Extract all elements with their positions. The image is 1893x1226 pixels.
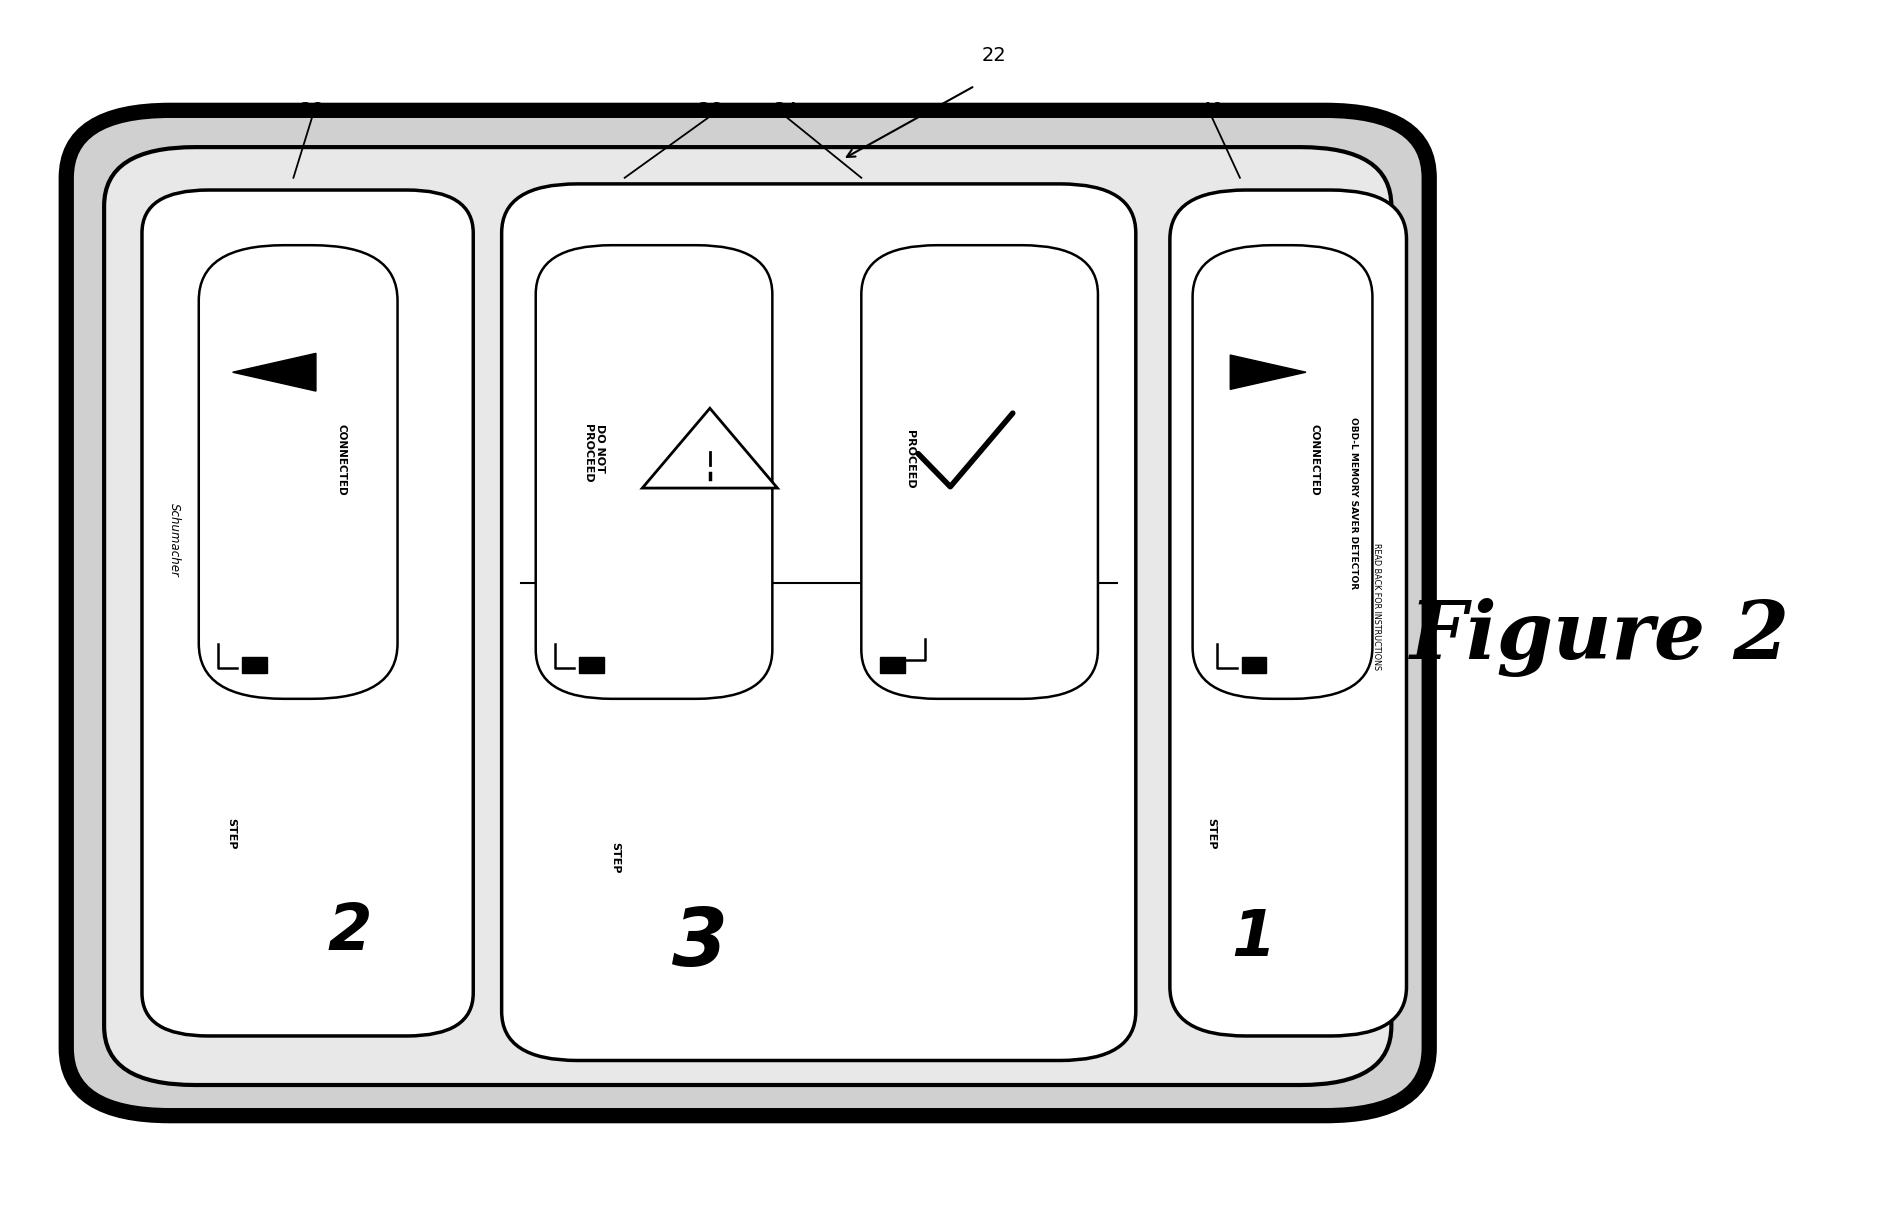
FancyBboxPatch shape bbox=[536, 245, 772, 699]
Text: 36: 36 bbox=[697, 101, 723, 120]
Text: 2: 2 bbox=[327, 901, 373, 962]
Bar bbox=[1242, 657, 1266, 673]
FancyBboxPatch shape bbox=[66, 110, 1429, 1116]
Text: CONNECTED: CONNECTED bbox=[337, 424, 346, 495]
Polygon shape bbox=[642, 408, 778, 488]
FancyBboxPatch shape bbox=[1193, 245, 1372, 699]
Text: 3: 3 bbox=[672, 905, 729, 983]
FancyBboxPatch shape bbox=[502, 184, 1136, 1060]
Text: 1: 1 bbox=[1230, 907, 1276, 969]
FancyBboxPatch shape bbox=[104, 147, 1391, 1085]
Text: Schumacher: Schumacher bbox=[168, 503, 180, 576]
FancyBboxPatch shape bbox=[1170, 190, 1406, 1036]
Text: 40: 40 bbox=[1198, 101, 1225, 120]
Text: 38: 38 bbox=[299, 101, 326, 120]
Text: STEP: STEP bbox=[610, 842, 621, 874]
Text: STEP: STEP bbox=[225, 818, 237, 850]
Text: DO NOT
PROCEED: DO NOT PROCEED bbox=[583, 424, 604, 483]
Text: PROCEED: PROCEED bbox=[905, 430, 914, 489]
Bar bbox=[579, 657, 604, 673]
Text: CONNECTED: CONNECTED bbox=[1310, 424, 1319, 495]
Text: 22: 22 bbox=[981, 45, 1007, 65]
Text: READ BACK FOR INSTRUCTIONS: READ BACK FOR INSTRUCTIONS bbox=[1372, 543, 1380, 671]
Text: 34: 34 bbox=[772, 101, 799, 120]
FancyBboxPatch shape bbox=[142, 190, 473, 1036]
Polygon shape bbox=[1230, 356, 1306, 390]
FancyBboxPatch shape bbox=[861, 245, 1098, 699]
Text: OBD-L MEMORY SAVER DETECTOR: OBD-L MEMORY SAVER DETECTOR bbox=[1350, 417, 1357, 588]
Bar bbox=[242, 657, 267, 673]
FancyBboxPatch shape bbox=[199, 245, 398, 699]
Text: STEP: STEP bbox=[1206, 818, 1217, 850]
Text: Figure 2: Figure 2 bbox=[1410, 598, 1789, 677]
Bar bbox=[880, 657, 905, 673]
Polygon shape bbox=[233, 353, 316, 391]
